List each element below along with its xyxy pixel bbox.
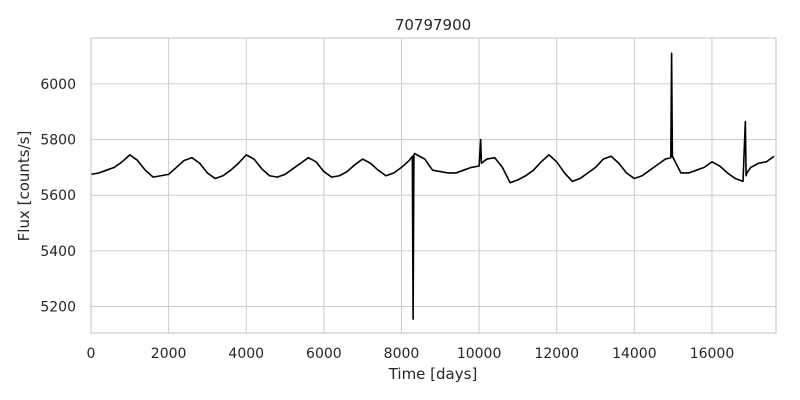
x-tick-labels: 0 2000 4000 6000 8000 10000 12000 14000 16000 xyxy=(87,346,735,362)
plot-frame xyxy=(90,37,777,334)
x-tick-label: 2000 xyxy=(151,346,187,362)
y-tick-label: 5200 xyxy=(40,300,76,316)
x-tick-label: 8000 xyxy=(384,346,420,362)
y-axis-label: Flux [counts/s] xyxy=(15,131,33,242)
x-tick-label: 4000 xyxy=(228,346,264,362)
x-axis-label: Time [days] xyxy=(388,365,478,383)
x-tick-label: 6000 xyxy=(306,346,342,362)
y-tick-label: 5400 xyxy=(40,244,76,260)
x-tick-label: 14000 xyxy=(612,346,657,362)
grid-lines xyxy=(90,38,776,333)
chart-title: 70797900 xyxy=(395,16,471,34)
x-tick-label: 10000 xyxy=(457,346,502,362)
y-tick-label: 6000 xyxy=(40,77,76,93)
x-tick-label: 12000 xyxy=(534,346,579,362)
x-tick-label: 0 xyxy=(87,346,96,362)
y-tick-label: 5600 xyxy=(40,188,76,204)
series-layer xyxy=(90,52,775,320)
y-tick-label: 5800 xyxy=(40,133,76,149)
y-tick-labels: 5200 5400 5600 5800 6000 xyxy=(40,77,76,316)
flux-series-line xyxy=(90,52,775,320)
x-tick-label: 16000 xyxy=(690,346,735,362)
